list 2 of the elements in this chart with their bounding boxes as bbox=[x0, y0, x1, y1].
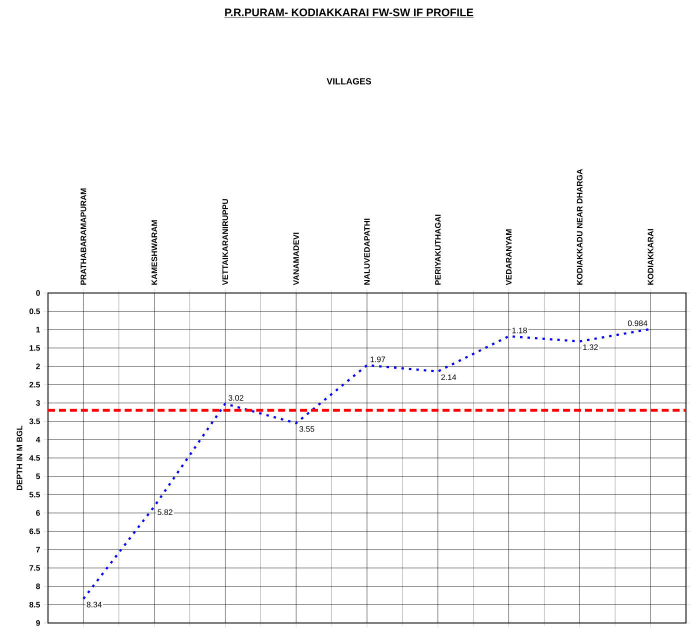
chart-title: P.R.PURAM- KODIAKKARAI FW-SW IF PROFILE bbox=[225, 8, 474, 16]
text: VILLAGES bbox=[326, 78, 372, 84]
